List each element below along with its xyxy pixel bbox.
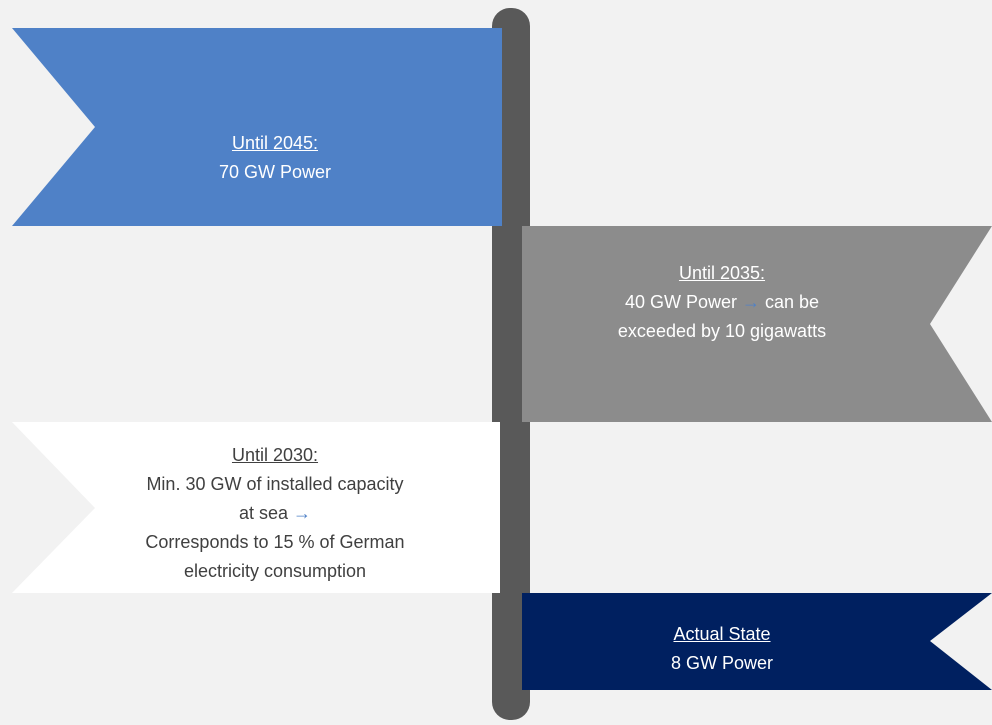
flag-line: 70 GW Power [95,158,455,187]
flag-text: Until 2035: 40 GW Power → can be exceeded by… [572,259,872,346]
line-text: 70 GW Power [218,162,332,182]
flag-text: Actual State 8 GW Power [572,620,872,678]
flag-line: 40 GW Power → can be [572,288,872,317]
line-text: at sea [238,503,289,523]
flag-line: 8 GW Power [572,649,872,678]
flag-title: Until 2045: [231,133,319,153]
line-text: 8 GW Power [670,653,774,673]
flag-line: electricity consumption [75,557,475,586]
flag-actual [522,593,992,690]
line-text: 40 GW Power [624,292,737,312]
flag-text: Until 2030: Min. 30 GW of installed capac… [75,441,475,586]
flag-line: exceeded by 10 gigawatts [572,317,872,346]
flag-title: Actual State [673,624,771,644]
line-text: exceeded by 10 gigawatts [617,321,827,341]
line-text: Min. 30 GW of installed capacity [146,474,404,494]
arrow: → [293,503,312,523]
flag-2035 [522,226,992,422]
flag-line: Corresponds to 15 % of German [75,528,475,557]
arrow: → [742,292,760,312]
line-text: can be [765,292,820,312]
flag-2045 [12,28,502,226]
flag-title: Until 2030: [231,445,319,465]
flag-2030 [12,422,500,593]
flag-line: at sea → [75,499,475,528]
flag-line: Min. 30 GW of installed capacity [75,470,475,499]
flag-text: Until 2045: 70 GW Power [95,129,455,187]
flag-title: Until 2035: [678,263,766,283]
line-text: electricity consumption [183,561,367,581]
line-text: Corresponds to 15 % of German [145,532,405,552]
